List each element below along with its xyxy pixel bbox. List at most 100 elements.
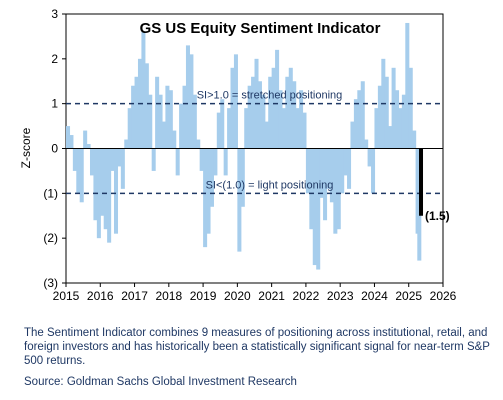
sentiment-bar [285, 76, 290, 149]
sentiment-bar [398, 108, 403, 149]
sentiment-bar [261, 94, 266, 149]
sentiment-bar [405, 22, 410, 149]
x-axis-ticks: 2015 2016 2017 2018 2019 2020 2021 2022 2023 2024… [53, 283, 457, 303]
sentiment-bar [312, 148, 317, 266]
sentiment-bar [107, 148, 112, 243]
sentiment-bar [384, 76, 389, 149]
sentiment-bar [83, 130, 88, 149]
sentiment-bar [179, 103, 184, 149]
sentiment-bar [374, 108, 379, 149]
latest-reading-bar [419, 148, 424, 216]
sentiment-bar [76, 148, 81, 194]
sentiment-bar [364, 139, 369, 149]
sentiment-bar [213, 148, 218, 176]
sentiment-bar [316, 148, 321, 270]
sentiment-bar [268, 76, 273, 149]
y-tick-label: (1) [43, 186, 58, 200]
sentiment-bar [233, 54, 238, 149]
sentiment-bar [220, 99, 225, 149]
sentiment-bar [148, 94, 153, 149]
sentiment-bar [333, 148, 338, 234]
sentiment-bar [309, 148, 314, 230]
sentiment-bar [117, 148, 122, 167]
sentiment-bar [360, 81, 365, 149]
x-tick-label: 2025 [395, 289, 422, 303]
sentiment-bar [391, 67, 396, 149]
x-tick-label: 2022 [293, 289, 320, 303]
sentiment-bar [227, 108, 232, 149]
sentiment-bar [103, 148, 108, 230]
sentiment-bar [172, 130, 177, 149]
sentiment-bar [155, 76, 160, 149]
chart-caption: The Sentiment Indicator combines 9 measu… [24, 327, 490, 367]
sentiment-bar [340, 148, 345, 194]
sentiment-bar [113, 148, 119, 234]
x-tick-label: 2020 [224, 289, 251, 303]
sentiment-bar [336, 148, 341, 230]
sentiment-bar [158, 94, 163, 149]
sentiment-bar [141, 31, 146, 149]
sentiment-bar [66, 126, 71, 149]
sentiment-bar [185, 45, 190, 149]
sentiment-bar [412, 130, 417, 149]
sentiment-bar [251, 76, 256, 149]
sentiment-bar [323, 148, 328, 221]
sentiment-bar [175, 148, 180, 176]
x-tick-label: 2024 [361, 289, 388, 303]
y-axis-label: Z-score [19, 127, 33, 168]
sentiment-bar [240, 148, 245, 207]
sentiment-bar [292, 81, 297, 149]
sentiment-bar [144, 63, 149, 149]
sentiment-bar [357, 90, 362, 149]
sentiment-bar [110, 148, 115, 171]
x-tick-label: 2016 [87, 289, 114, 303]
sentiment-bar [367, 148, 372, 167]
x-tick-label: 2021 [258, 289, 285, 303]
sentiment-bar [326, 148, 331, 189]
sentiment-bar [230, 67, 235, 149]
y-tick-label: (3) [43, 276, 58, 290]
sentiment-bar [93, 148, 98, 221]
sentiment-bar [237, 148, 242, 252]
sentiment-bar [329, 148, 334, 203]
sentiment-bar [223, 148, 228, 176]
sentiment-bar [319, 148, 324, 198]
sentiment-bar [168, 90, 173, 149]
sentiment-bar [371, 148, 376, 194]
sentiment-bar [206, 148, 211, 234]
y-axis-ticks: 3 2 1 0 (1) (2) (3) [43, 7, 66, 290]
sentiment-bar [134, 76, 139, 149]
sentiment-bar [96, 148, 101, 239]
sentiment-bar [86, 144, 91, 149]
y-tick-label: 0 [51, 142, 58, 156]
sentiment-bar [216, 112, 221, 149]
sentiment-bar [278, 90, 283, 149]
sentiment-bar [189, 54, 194, 149]
y-tick-label: 3 [51, 7, 58, 21]
x-tick-label: 2023 [327, 289, 354, 303]
sentiment-bar [247, 85, 252, 149]
sentiment-chart: SI>1.0 = stretched positioning SI<(1.0) =… [19, 7, 457, 303]
sentiment-bar [347, 148, 352, 189]
sentiment-bar [151, 148, 156, 171]
sentiment-bar [388, 126, 393, 149]
reference-line-label: SI>1.0 = stretched positioning [197, 90, 343, 102]
reference-line-label: SI<(1.0) = light positioning [206, 179, 334, 191]
sentiment-bar [295, 108, 300, 149]
sentiment-bar [199, 148, 204, 171]
x-tick-label: 2026 [430, 289, 457, 303]
sentiment-bar [244, 108, 249, 149]
x-tick-label: 2017 [121, 289, 148, 303]
sentiment-bar [131, 85, 136, 149]
sentiment-bar [120, 148, 125, 189]
sentiment-bar [305, 148, 310, 194]
sentiment-bar [79, 148, 84, 203]
sentiment-bar [257, 81, 262, 149]
sentiment-bar [377, 85, 382, 149]
x-tick-label: 2015 [53, 289, 80, 303]
sentiment-bar [203, 148, 208, 248]
sentiment-bar [89, 148, 95, 176]
sentiment-bar [161, 121, 166, 149]
sentiment-bar [353, 99, 358, 149]
sentiment-bar [401, 94, 406, 149]
